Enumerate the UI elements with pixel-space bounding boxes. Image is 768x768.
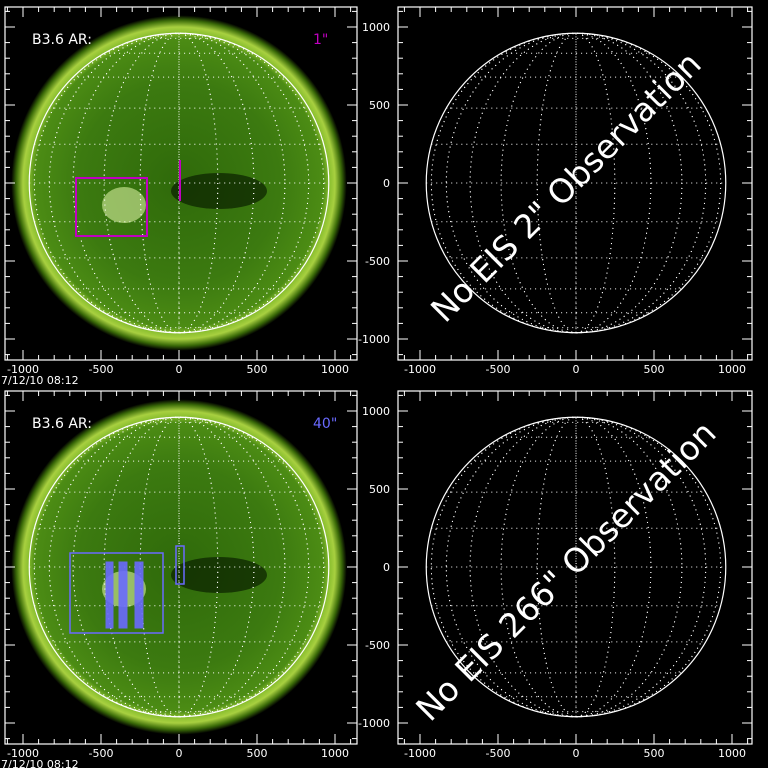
y-tick-label: -500: [365, 639, 390, 652]
longitude-line: [445, 416, 707, 718]
eis-fov-box: [75, 177, 148, 237]
longitude-line: [139, 416, 219, 718]
coronal-hole: [171, 557, 267, 593]
x-tick-label: -500: [89, 747, 114, 760]
x-tick-label: 1000: [321, 363, 349, 376]
y-tick-label: -1000: [358, 333, 390, 346]
longitude-line: [139, 32, 219, 334]
slit-scale-label: 1": [313, 32, 328, 48]
y-tick-label: 0: [383, 177, 390, 190]
longitude-line: [72, 32, 286, 334]
no-observation-message: No EIS 2" Observation: [423, 44, 709, 330]
eis-raster-slit: [105, 561, 114, 629]
longitude-line: [500, 416, 652, 718]
x-tick-label: -500: [486, 747, 511, 760]
y-tick-label: 1000: [362, 405, 390, 418]
x-tick-label: 1000: [718, 363, 746, 376]
timestamp: 7/12/10 08:12: [1, 758, 79, 768]
lat-lon-grid: [426, 416, 726, 718]
slit-scale-label: 40": [313, 416, 337, 432]
coronal-hole: [171, 173, 267, 209]
panel-3: -1000 -500 0 500 1000 B3.6 AR: 40" 7/12/10 08:1…: [1, 390, 358, 768]
longitude-line: [48, 416, 310, 718]
axis-ticks: [398, 391, 752, 744]
x-tick-label: -1000: [404, 747, 436, 760]
longitude-line: [33, 416, 325, 718]
longitude-line: [500, 32, 652, 334]
y-tick-label: 0: [383, 561, 390, 574]
longitude-line: [103, 32, 255, 334]
y-tick-label: 500: [369, 483, 390, 496]
x-tick-label: -1000: [7, 747, 39, 760]
lat-lon-grid: [426, 32, 726, 334]
x-tick-label: 0: [176, 363, 183, 376]
x-tick-label: 0: [176, 747, 183, 760]
y-tick-label: 500: [369, 99, 390, 112]
longitude-line: [445, 32, 707, 334]
longitude-line: [72, 416, 286, 718]
no-observation-message: No EIS 266" Observation: [408, 413, 723, 728]
axis-ticks: [398, 7, 752, 360]
y-tick-label: -500: [365, 255, 390, 268]
panel-2: -1000 -1000 -500 -500 0 0 500 500 1000 1000 No EIS…: [358, 6, 753, 376]
eis-slot-box: [175, 545, 185, 585]
x-tick-label: -500: [89, 363, 114, 376]
longitude-line: [48, 32, 310, 334]
x-tick-label: 500: [644, 747, 665, 760]
y-tick-label: 1000: [362, 21, 390, 34]
x-tick-label: 500: [247, 747, 268, 760]
x-tick-label: -500: [486, 363, 511, 376]
timestamp: 7/12/10 08:12: [1, 374, 79, 387]
axis-ticks: [5, 7, 357, 360]
x-tick-label: 500: [644, 363, 665, 376]
target-label: B3.6 AR:: [32, 416, 92, 432]
x-tick-label: -1000: [7, 363, 39, 376]
axis-ticks: [5, 391, 357, 744]
active-region-glow: [102, 187, 146, 223]
eis-raster-slit: [134, 561, 144, 629]
longitude-line: [33, 32, 325, 334]
x-tick-label: 0: [573, 747, 580, 760]
x-tick-label: 1000: [718, 747, 746, 760]
y-tick-label: -1000: [358, 717, 390, 730]
target-label: B3.6 AR:: [32, 32, 92, 48]
longitude-line: [103, 416, 255, 718]
x-tick-label: 0: [573, 363, 580, 376]
eis-fov-box: [69, 552, 164, 634]
panel-4: -1000 -1000 -500 -500 0 0 500 500 1000 1000 No EIS…: [358, 390, 753, 760]
eis-raster-slit: [118, 561, 128, 629]
longitude-line: [536, 416, 616, 718]
longitude-line: [469, 32, 683, 334]
lat-lon-grid: [29, 416, 329, 718]
x-tick-label: 1000: [321, 747, 349, 760]
x-tick-label: 500: [247, 363, 268, 376]
panels: -1000 -500 0 500 1000 B3.6 AR: 1" 7/12/10 08:12…: [1, 6, 753, 768]
x-tick-label: -1000: [404, 363, 436, 376]
longitude-line: [469, 416, 683, 718]
longitude-line: [536, 32, 616, 334]
